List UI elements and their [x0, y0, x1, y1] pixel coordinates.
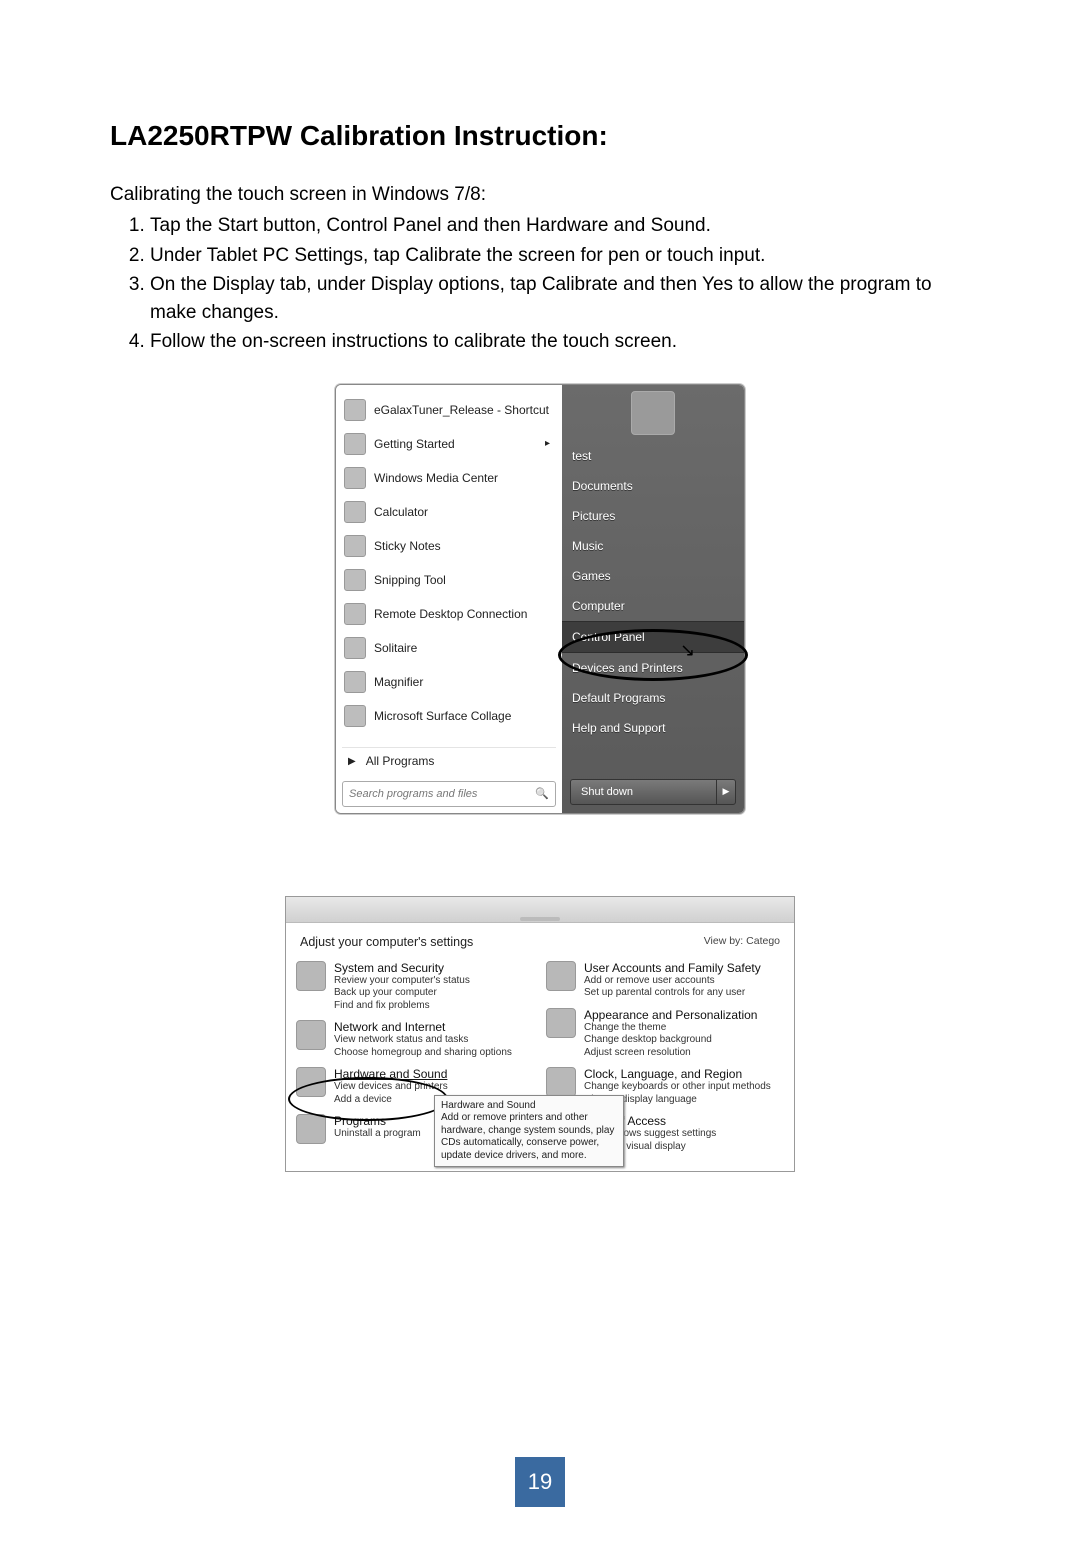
app-icon — [344, 467, 366, 489]
start-menu-left-pane: eGalaxTuner_Release - Shortcut Getting S… — [336, 385, 562, 813]
app-icon — [344, 603, 366, 625]
sm-devices[interactable]: Devices and Printers — [562, 653, 744, 683]
app-icon — [344, 535, 366, 557]
user-avatar[interactable] — [631, 391, 675, 435]
page-title: LA2250RTPW Calibration Instruction: — [110, 120, 970, 152]
sm-item-egalax[interactable]: eGalaxTuner_Release - Shortcut — [342, 393, 556, 427]
step-1: Tap the Start button, Control Panel and … — [150, 212, 970, 240]
sm-user[interactable]: test — [562, 441, 744, 471]
sm-item-magnifier[interactable]: Magnifier — [342, 665, 556, 699]
triangle-icon: ▶ — [348, 756, 356, 767]
sm-item-sticky[interactable]: Sticky Notes — [342, 529, 556, 563]
page-number: 19 — [515, 1457, 565, 1507]
sm-item-snipping[interactable]: Snipping Tool — [342, 563, 556, 597]
app-icon — [344, 637, 366, 659]
all-programs-button[interactable]: ▶All Programs — [342, 747, 556, 775]
category-icon — [546, 1067, 576, 1097]
intro-text: Calibrating the touch screen in Windows … — [110, 184, 970, 206]
sm-item-rdc[interactable]: Remote Desktop Connection — [342, 597, 556, 631]
cp-header: Adjust your computer's settings — [300, 935, 473, 949]
category-icon — [546, 961, 576, 991]
cp-network[interactable]: Network and Internet View network status… — [296, 1020, 534, 1059]
category-icon — [546, 1008, 576, 1038]
app-icon — [344, 433, 366, 455]
cp-tooltip: Hardware and Sound Add or remove printer… — [434, 1095, 624, 1168]
sm-help[interactable]: Help and Support — [562, 713, 744, 743]
search-input[interactable]: Search programs and files🔍 — [342, 781, 556, 807]
start-menu-right-pane: test Documents Pictures Music Games Comp… — [562, 385, 744, 813]
shutdown-menu-arrow-icon[interactable]: ▶ — [717, 786, 735, 797]
sm-pictures[interactable]: Pictures — [562, 501, 744, 531]
category-icon — [296, 1020, 326, 1050]
cp-viewby[interactable]: View by: Catego — [704, 935, 780, 949]
sm-item-wmc[interactable]: Windows Media Center — [342, 461, 556, 495]
app-icon — [344, 569, 366, 591]
cp-titlebar — [286, 897, 794, 923]
sm-computer[interactable]: Computer — [562, 591, 744, 621]
sm-control-panel[interactable]: Control Panel — [562, 621, 744, 653]
step-4: Follow the on-screen instructions to cal… — [150, 328, 970, 356]
sm-item-solitaire[interactable]: Solitaire — [342, 631, 556, 665]
category-icon — [296, 1114, 326, 1144]
sm-games[interactable]: Games — [562, 561, 744, 591]
category-icon — [296, 1067, 326, 1097]
start-menu-screenshot: eGalaxTuner_Release - Shortcut Getting S… — [335, 384, 745, 814]
step-2: Under Tablet PC Settings, tap Calibrate … — [150, 242, 970, 270]
sm-item-getting-started[interactable]: Getting Started▸ — [342, 427, 556, 461]
cp-appearance[interactable]: Appearance and Personalization Change th… — [546, 1008, 784, 1060]
shutdown-button[interactable]: Shut down ▶ — [570, 779, 736, 805]
sm-item-surface[interactable]: Microsoft Surface Collage — [342, 699, 556, 733]
app-icon — [344, 501, 366, 523]
sm-music[interactable]: Music — [562, 531, 744, 561]
cp-user-accounts[interactable]: User Accounts and Family Safety Add or r… — [546, 961, 784, 1000]
sm-item-calculator[interactable]: Calculator — [342, 495, 556, 529]
step-3: On the Display tab, under Display option… — [150, 271, 970, 326]
control-panel-screenshot: Adjust your computer's settings View by:… — [285, 896, 795, 1173]
app-icon — [344, 671, 366, 693]
sm-documents[interactable]: Documents — [562, 471, 744, 501]
app-icon — [344, 705, 366, 727]
category-icon — [296, 961, 326, 991]
steps-list: Tap the Start button, Control Panel and … — [110, 212, 970, 356]
annotation-arrow-icon: ↘ — [680, 640, 695, 661]
search-icon: 🔍 — [535, 787, 549, 800]
sm-default[interactable]: Default Programs — [562, 683, 744, 713]
submenu-arrow-icon: ▸ — [545, 438, 550, 449]
cp-system-security[interactable]: System and Security Review your computer… — [296, 961, 534, 1013]
app-icon — [344, 399, 366, 421]
